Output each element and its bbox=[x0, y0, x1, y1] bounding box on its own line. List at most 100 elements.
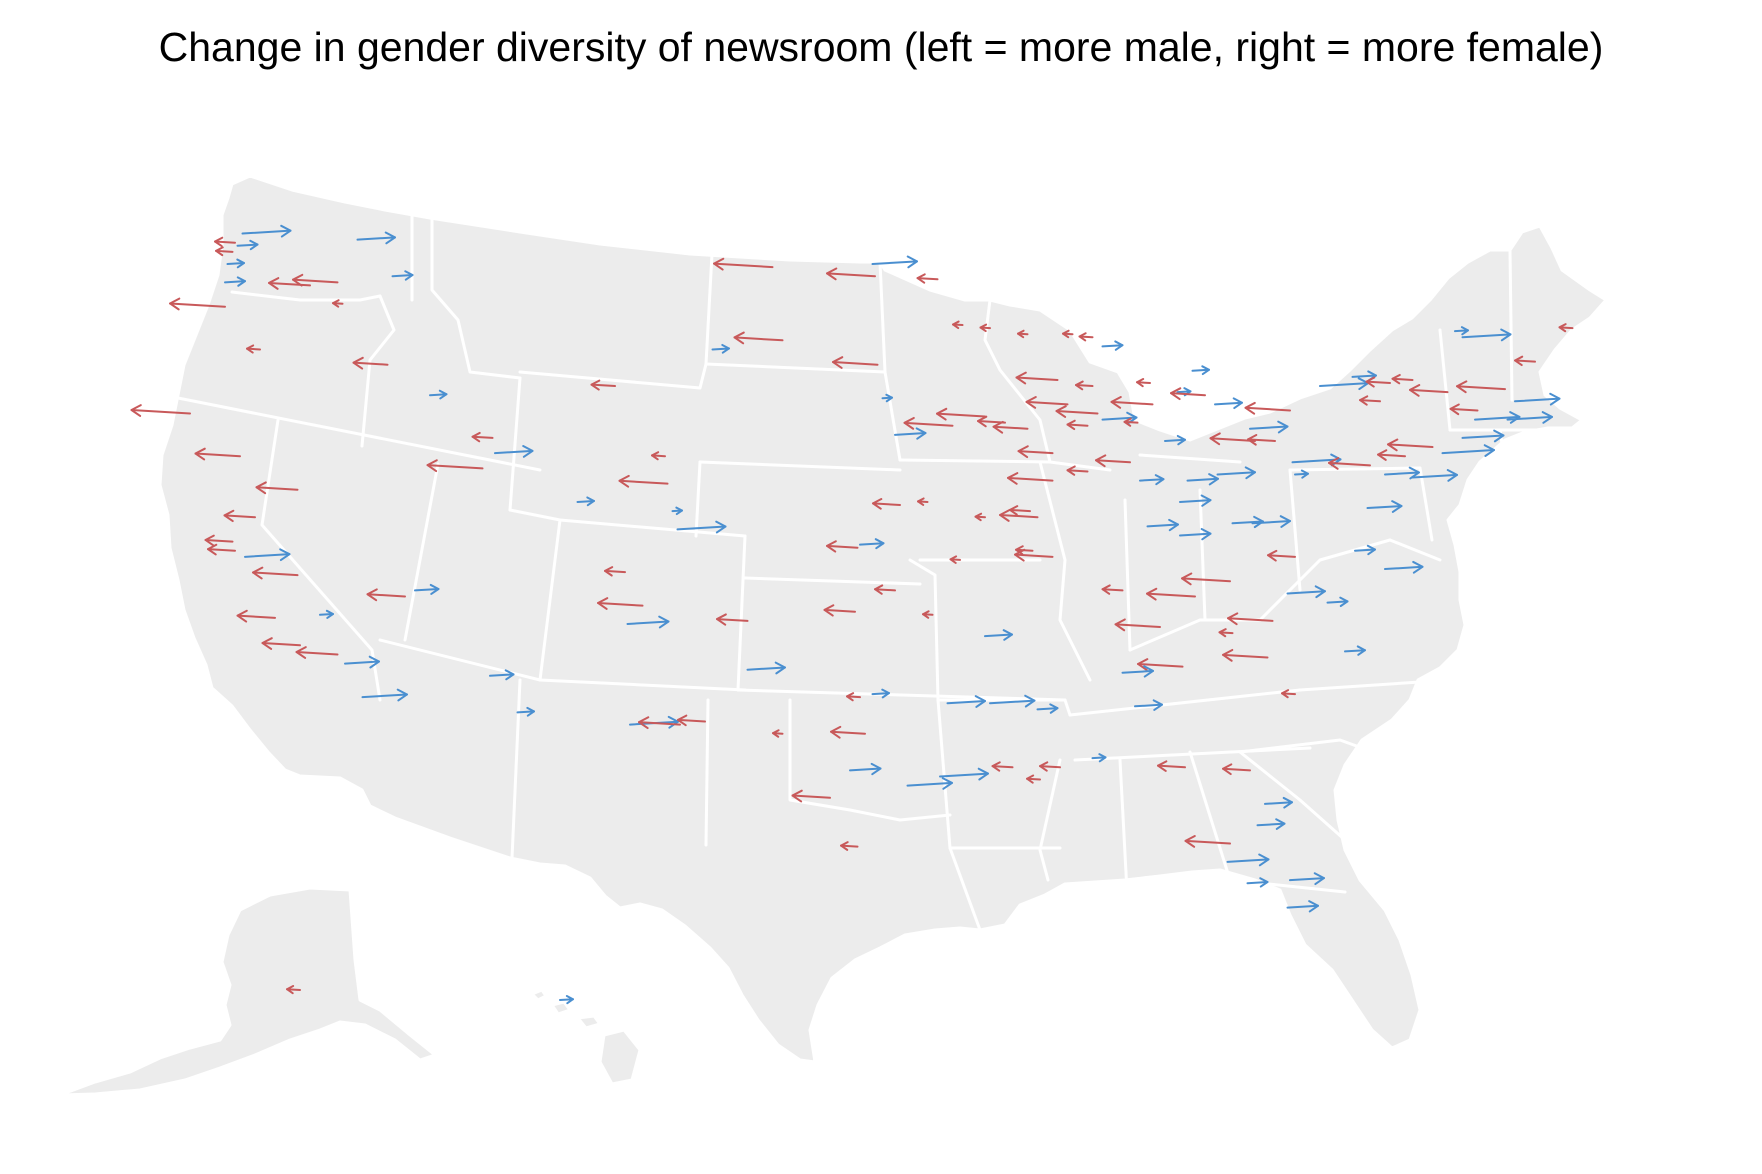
arrow-shaft bbox=[832, 361, 879, 366]
arrow-more-male bbox=[1062, 329, 1074, 339]
border-ga-sc bbox=[1238, 750, 1347, 842]
arrow-head bbox=[295, 646, 307, 659]
arrow-head bbox=[1055, 405, 1067, 418]
arrow-head bbox=[721, 343, 730, 354]
arrow-head bbox=[1391, 500, 1403, 513]
arrow-head bbox=[1209, 432, 1221, 446]
contiguous-us-land bbox=[158, 174, 1608, 1064]
arrow-head bbox=[1002, 629, 1013, 641]
border-ne-co bbox=[694, 460, 702, 538]
arrow-more-male bbox=[292, 273, 339, 287]
arrow-head bbox=[774, 661, 786, 675]
arrow-head bbox=[366, 588, 378, 602]
arrow-head bbox=[1184, 835, 1196, 848]
arrow-head bbox=[597, 597, 609, 610]
arrow-head bbox=[1222, 763, 1233, 776]
arrow-more-female bbox=[494, 445, 534, 458]
arrow-more-female bbox=[489, 669, 515, 681]
border-az-nm bbox=[510, 678, 522, 860]
arrow-head bbox=[1541, 411, 1553, 424]
border-ks-ok bbox=[736, 688, 1067, 702]
arrow-more-male bbox=[638, 716, 681, 730]
arrow-shaft bbox=[319, 613, 334, 616]
arrow-shaft bbox=[1179, 499, 1212, 503]
arrow-more-male bbox=[1101, 584, 1124, 595]
arrow-head bbox=[1039, 761, 1049, 772]
arrow-shaft bbox=[1506, 415, 1553, 421]
arrow-head bbox=[885, 393, 893, 403]
arrow-more-female bbox=[906, 777, 953, 790]
arrow-more-male bbox=[214, 236, 236, 248]
arrow-more-male bbox=[1281, 689, 1296, 699]
arrow-head bbox=[915, 427, 927, 440]
arrow-more-male bbox=[597, 597, 644, 610]
arrow-shaft bbox=[559, 998, 574, 1001]
arrow-shaft bbox=[207, 548, 236, 552]
arrow-more-male bbox=[295, 646, 339, 659]
border-il-mo bbox=[1038, 460, 1092, 682]
arrow-head bbox=[936, 407, 948, 421]
arrow-shaft bbox=[1514, 397, 1561, 403]
arrow-shaft bbox=[1146, 523, 1179, 528]
arrow-head bbox=[1062, 329, 1070, 339]
arrow-head bbox=[667, 715, 679, 729]
arrow-shaft bbox=[871, 260, 918, 266]
arrow-shaft bbox=[292, 278, 339, 284]
arrow-head bbox=[1075, 380, 1084, 391]
arrow-head bbox=[941, 777, 953, 790]
arrow-shaft bbox=[989, 699, 1036, 705]
arrow-more-female bbox=[1226, 853, 1270, 867]
arrow-head bbox=[1168, 518, 1179, 532]
arrow-shaft bbox=[366, 593, 406, 598]
arrow-head bbox=[881, 688, 890, 699]
arrow-shaft bbox=[906, 781, 953, 787]
arrow-shaft bbox=[1319, 382, 1369, 388]
arrow-more-male bbox=[823, 604, 856, 617]
arrow-more-female bbox=[356, 231, 396, 245]
arrow-shaft bbox=[169, 302, 226, 308]
arrow-head bbox=[368, 655, 380, 669]
arrow-head bbox=[917, 497, 925, 506]
arrow-more-female bbox=[1384, 560, 1424, 574]
arrow-head bbox=[872, 498, 883, 510]
arrow-head bbox=[1449, 403, 1460, 416]
arrow-shaft bbox=[846, 695, 861, 699]
arrow-shaft bbox=[590, 383, 616, 388]
arrow-head bbox=[1365, 376, 1376, 388]
arrow-more-male bbox=[286, 985, 301, 995]
arrow-shaft bbox=[1264, 801, 1293, 805]
arrow-shaft bbox=[1055, 410, 1099, 415]
arrow-shaft bbox=[1157, 764, 1186, 769]
arrow-more-female bbox=[559, 995, 574, 1005]
arrow-head bbox=[1026, 774, 1035, 784]
arrow-shaft bbox=[1366, 505, 1403, 510]
arrow-head bbox=[404, 270, 414, 281]
arrow-more-male bbox=[872, 498, 901, 510]
arrow-shaft bbox=[224, 280, 246, 284]
arrow-more-male bbox=[1181, 572, 1231, 586]
arrow-head bbox=[1391, 373, 1401, 385]
arrow-shaft bbox=[1226, 858, 1270, 863]
arrow-head bbox=[261, 637, 273, 650]
arrow-head bbox=[252, 566, 264, 580]
arrow-head bbox=[1101, 584, 1111, 595]
arrow-more-male bbox=[1055, 405, 1099, 418]
border-la-tx bbox=[948, 846, 982, 932]
border-ky-tn bbox=[1068, 688, 1302, 717]
arrow-more-male bbox=[1328, 457, 1371, 470]
arrow-head bbox=[791, 789, 803, 803]
arrow-shaft bbox=[849, 767, 882, 772]
arrow-shaft bbox=[826, 272, 876, 278]
arrow-more-male bbox=[130, 404, 191, 417]
arrow-more-male bbox=[1026, 774, 1041, 784]
border-ga-fl bbox=[1228, 878, 1347, 894]
arrow-more-male bbox=[1409, 384, 1449, 397]
border-ne-ks bbox=[743, 576, 922, 586]
border-co-ks bbox=[736, 534, 747, 692]
arrow-head bbox=[1509, 411, 1521, 424]
arrow-head bbox=[1136, 378, 1145, 388]
arrow-more-male bbox=[826, 540, 859, 553]
arrow-more-female bbox=[859, 538, 885, 550]
arrow-more-female bbox=[671, 506, 683, 516]
arrow-shaft bbox=[830, 730, 866, 735]
